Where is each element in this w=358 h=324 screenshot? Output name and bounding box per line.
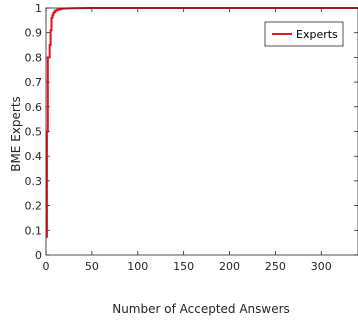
y-tick-label: 0.1 <box>25 224 43 237</box>
y-tick-label: 0.4 <box>25 150 43 163</box>
legend-label-experts: Experts <box>296 28 338 41</box>
y-tick-label: 1 <box>35 2 42 15</box>
x-axis-label: Number of Accepted Answers <box>112 302 290 316</box>
plot-area-frame <box>45 7 358 256</box>
legend: Experts <box>264 21 344 47</box>
x-axis-ticks: 0 50 100 150 200 250 300 <box>43 8 332 273</box>
series-layer <box>45 7 358 238</box>
y-tick-label: 0.8 <box>25 51 43 64</box>
y-tick-label: 0.3 <box>25 175 43 188</box>
x-tick-label: 150 <box>173 260 194 273</box>
y-tick-label: 0.5 <box>25 126 43 139</box>
y-axis-ticks: 0 0.1 0.2 0.3 0.4 0.5 0.6 0.7 0.8 0.9 1 <box>25 2 358 262</box>
y-tick-label: 0.7 <box>25 76 43 89</box>
y-axis-label: BME Experts <box>9 96 23 172</box>
x-tick-label: 0 <box>43 260 50 273</box>
y-tick-label: 0 <box>35 249 42 262</box>
y-tick-label: 0.6 <box>25 101 43 114</box>
x-tick-label: 250 <box>265 260 286 273</box>
y-tick-label: 0.2 <box>25 200 43 213</box>
series-line-experts <box>45 7 358 238</box>
x-tick-label: 200 <box>219 260 240 273</box>
x-tick-label: 100 <box>127 260 148 273</box>
x-tick-label: 300 <box>311 260 332 273</box>
y-tick-label: 0.9 <box>25 27 43 40</box>
x-tick-label: 50 <box>85 260 99 273</box>
